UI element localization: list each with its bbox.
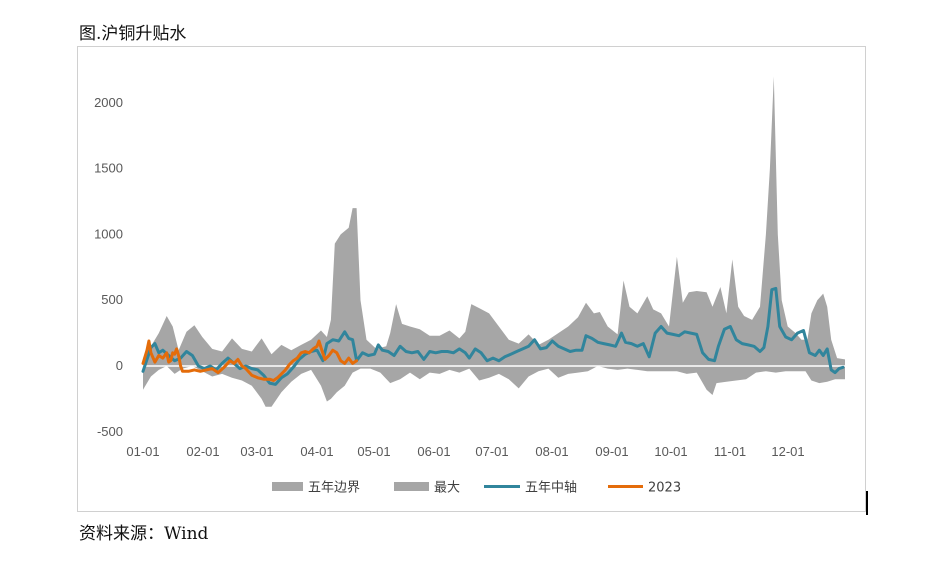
y-tick-label: -500 <box>97 424 123 439</box>
series-line-1 <box>141 286 845 386</box>
y-tick-label: 0 <box>116 358 123 373</box>
y-axis-ticks: 2000 1500 1000 500 0 -500 <box>94 95 123 439</box>
legend-label: 最大 <box>434 481 460 496</box>
legend-swatch <box>394 482 429 491</box>
y-tick-label: 1500 <box>94 161 123 176</box>
source-note: 资料来源：Wind <box>79 524 209 544</box>
x-tick-label: 09-01 <box>595 444 628 459</box>
chart-frame <box>77 46 866 512</box>
legend-label: 五年中轴 <box>525 481 577 496</box>
edge-mark <box>866 491 868 515</box>
legend: 五年边界 最大 五年中轴 2023 <box>272 481 681 496</box>
x-tick-label: 08-01 <box>535 444 568 459</box>
y-tick-label: 500 <box>101 292 123 307</box>
legend-label: 2023 <box>648 481 681 496</box>
chart-caption: 图.沪铜升贴水 <box>79 24 187 44</box>
x-tick-label: 01-01 <box>126 444 159 459</box>
legend-label: 五年边界 <box>308 481 360 496</box>
x-tick-label: 11-01 <box>714 444 746 459</box>
x-tick-label: 10-01 <box>654 444 687 459</box>
x-tick-label: 04-01 <box>300 444 333 459</box>
y-tick-label: 1000 <box>94 226 123 241</box>
x-tick-label: 02-01 <box>186 444 219 459</box>
x-tick-label: 05-01 <box>357 444 390 459</box>
series-lines <box>141 286 845 386</box>
x-tick-label: 06-01 <box>417 444 450 459</box>
band-area <box>143 76 845 407</box>
x-tick-label: 03-01 <box>240 444 273 459</box>
x-tick-label: 12-01 <box>771 444 804 459</box>
band-layer <box>143 76 845 407</box>
y-tick-label: 2000 <box>94 95 123 110</box>
x-tick-label: 07-01 <box>475 444 508 459</box>
series-line-2 <box>141 339 359 382</box>
legend-swatch <box>272 482 303 491</box>
x-axis-ticks: 01-01 02-01 03-01 04-01 05-01 06-01 07-01 08-01… <box>126 444 804 459</box>
